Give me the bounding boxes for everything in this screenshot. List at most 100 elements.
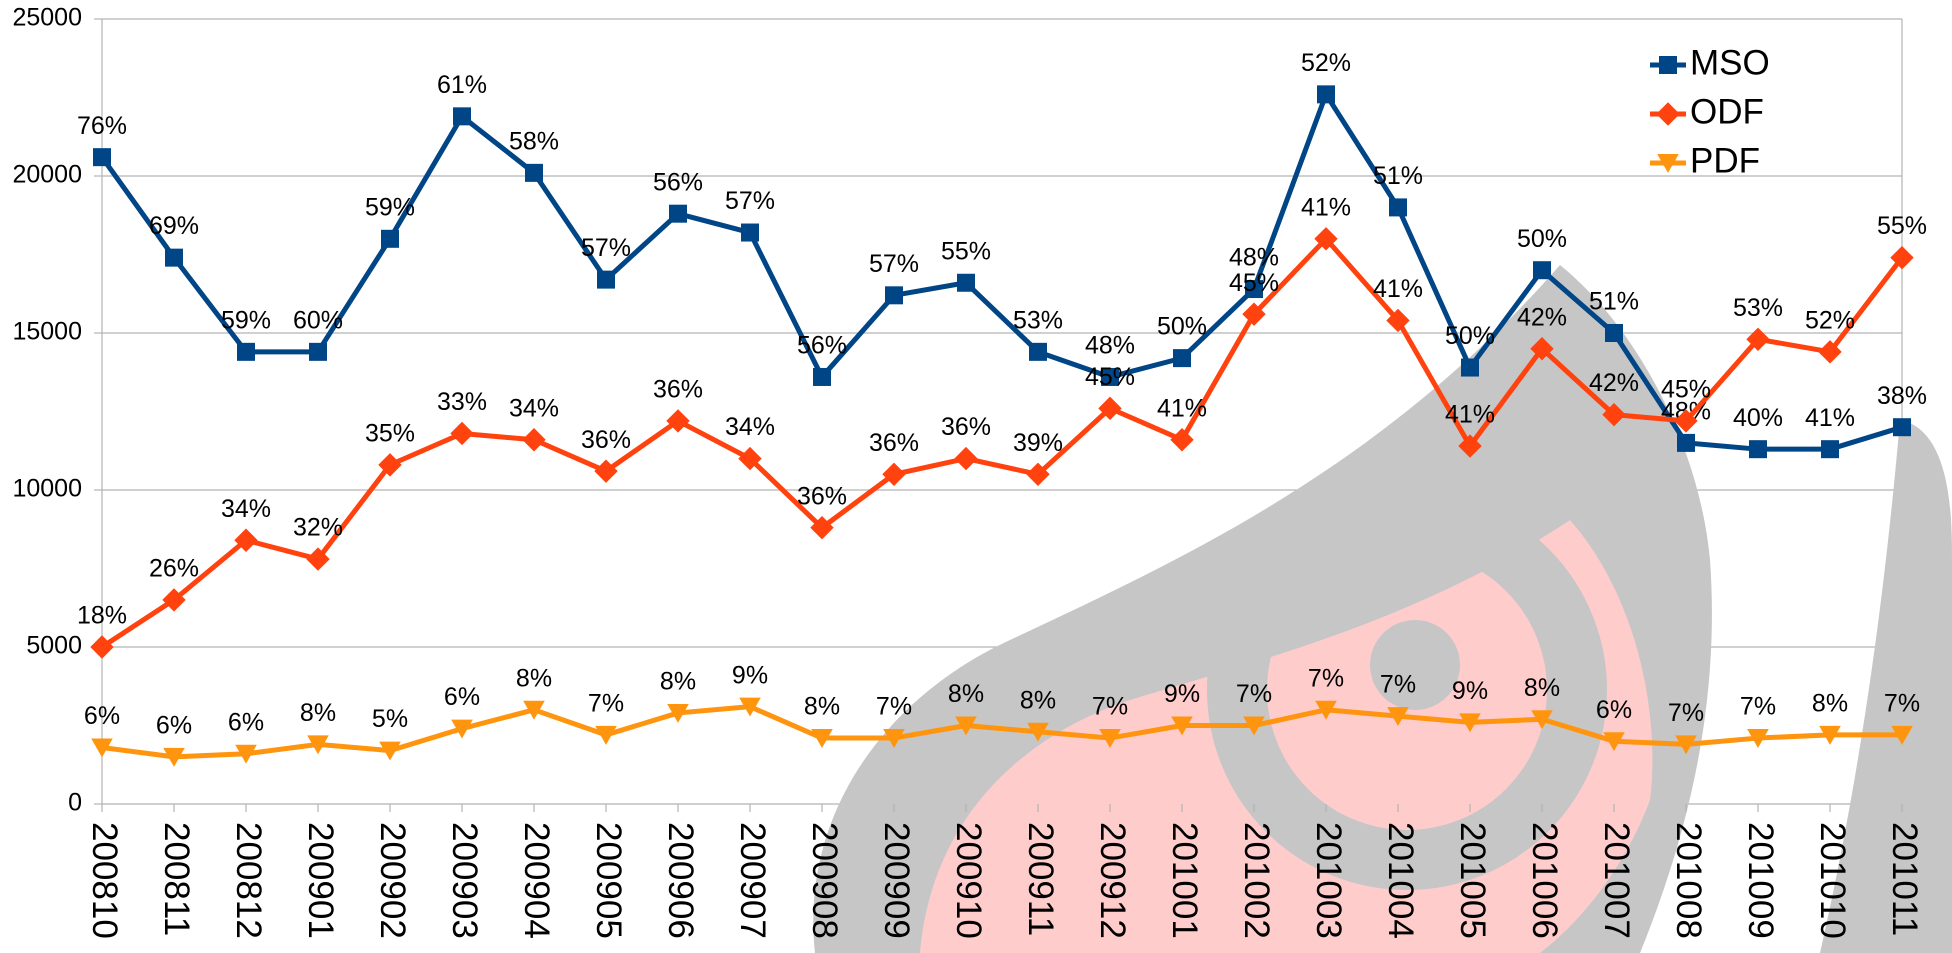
data-label: 41% [1373,275,1423,303]
data-label: 41% [1805,404,1855,432]
y-tick-label: 5000 [26,632,82,660]
x-tick-label: 201001 [1165,822,1204,939]
data-label: 7% [1884,690,1920,718]
marker [1461,359,1479,377]
data-label: 45% [1229,269,1279,297]
data-label: 58% [509,127,559,155]
data-label: 6% [1596,696,1632,724]
x-tick-label: 200811 [157,822,196,936]
data-label: 50% [1157,313,1207,341]
marker [450,422,473,445]
data-label: 7% [1380,671,1416,699]
y-tick-label: 25000 [12,4,82,32]
legend-label: ODF [1690,92,1764,131]
data-label: 45% [1661,376,1711,404]
marker [885,286,903,304]
legend-marker [1656,102,1679,125]
x-tick-label: 201011 [1885,822,1924,936]
marker [1821,440,1839,458]
data-label: 8% [1812,690,1848,718]
data-label: 6% [84,702,120,730]
data-label: 50% [1517,225,1567,253]
marker [309,343,327,361]
data-label: 61% [437,71,487,99]
data-label: 51% [1373,162,1423,190]
chart: 0500010000150002000025000200810200811200… [0,0,1952,953]
data-label: 36% [797,482,847,510]
data-label: 41% [1157,394,1207,422]
data-label: 9% [732,661,768,689]
data-label: 45% [1085,363,1135,391]
data-label: 52% [1301,49,1351,77]
marker [381,230,399,248]
marker [1029,343,1047,361]
data-label: 8% [516,664,552,692]
x-tick-label: 201004 [1381,822,1420,939]
data-label: 9% [1164,680,1200,708]
marker [741,224,759,242]
x-tick-label: 200906 [661,822,700,939]
data-label: 7% [1092,693,1128,721]
x-tick-label: 200904 [517,822,556,939]
data-label: 36% [581,426,631,454]
x-tick-label: 201008 [1669,822,1708,939]
legend-label: PDF [1690,141,1760,180]
x-tick-label: 200810 [85,822,124,939]
data-label: 56% [653,168,703,196]
marker [165,249,183,267]
x-tick-label: 200812 [229,822,268,939]
marker [954,447,977,470]
x-tick-label: 201002 [1237,822,1276,939]
data-label: 8% [1524,674,1560,702]
data-label: 7% [1668,699,1704,727]
marker [595,726,617,745]
x-tick-label: 201009 [1741,822,1780,939]
x-tick-label: 201006 [1525,822,1564,939]
data-label: 34% [221,495,271,523]
x-tick-label: 200912 [1093,822,1132,939]
data-label: 56% [797,332,847,360]
marker [522,428,545,451]
data-label: 35% [365,419,415,447]
data-label: 5% [372,705,408,733]
data-label: 53% [1733,294,1783,322]
data-label: 42% [1589,369,1639,397]
data-label: 76% [77,112,127,140]
x-tick-label: 201010 [1813,822,1852,939]
data-label: 55% [1877,212,1927,240]
x-tick-label: 200905 [589,822,628,939]
marker [1749,440,1767,458]
data-label: 51% [1589,288,1639,316]
data-label: 7% [1236,680,1272,708]
data-label: 9% [1452,677,1488,705]
data-label: 33% [437,388,487,416]
data-label: 8% [804,693,840,721]
data-label: 41% [1301,193,1351,221]
marker [597,271,615,289]
data-label: 42% [1517,303,1567,331]
x-tick-label: 200907 [733,822,772,939]
y-tick-label: 10000 [12,475,82,503]
data-label: 59% [221,306,271,334]
data-label: 18% [77,602,127,630]
data-label: 6% [444,683,480,711]
data-label: 40% [1733,404,1783,432]
marker [669,205,687,223]
data-label: 7% [588,690,624,718]
x-tick-label: 200910 [949,822,988,939]
marker [1317,85,1335,103]
y-tick-label: 0 [68,789,82,817]
marker [525,164,543,182]
x-tick-label: 200908 [805,822,844,939]
marker [1173,349,1191,367]
data-label: 36% [653,376,703,404]
x-tick-label: 200903 [445,822,484,939]
x-tick-label: 201005 [1453,822,1492,939]
marker [453,107,471,125]
data-label: 7% [876,693,912,721]
data-label: 57% [725,187,775,215]
data-label: 6% [228,708,264,736]
data-label: 34% [509,394,559,422]
marker [1389,198,1407,216]
